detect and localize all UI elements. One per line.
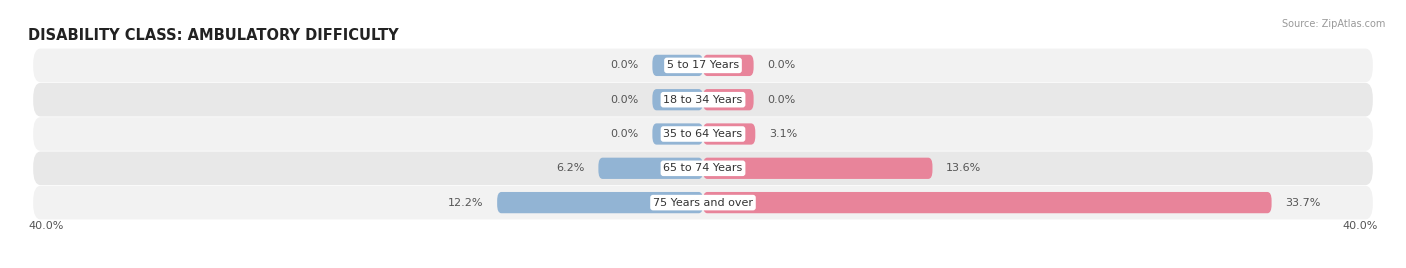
Text: 6.2%: 6.2%	[557, 163, 585, 173]
Text: 65 to 74 Years: 65 to 74 Years	[664, 163, 742, 173]
FancyBboxPatch shape	[34, 151, 1372, 185]
Text: 35 to 64 Years: 35 to 64 Years	[664, 129, 742, 139]
FancyBboxPatch shape	[34, 117, 1372, 151]
FancyBboxPatch shape	[652, 89, 703, 110]
FancyBboxPatch shape	[652, 123, 703, 145]
Text: 13.6%: 13.6%	[946, 163, 981, 173]
Text: 18 to 34 Years: 18 to 34 Years	[664, 95, 742, 105]
Text: 0.0%: 0.0%	[610, 60, 638, 70]
Text: 75 Years and over: 75 Years and over	[652, 198, 754, 208]
Text: 3.1%: 3.1%	[769, 129, 797, 139]
Text: 0.0%: 0.0%	[768, 60, 796, 70]
Text: Source: ZipAtlas.com: Source: ZipAtlas.com	[1281, 19, 1385, 29]
FancyBboxPatch shape	[498, 192, 703, 213]
FancyBboxPatch shape	[34, 49, 1372, 82]
FancyBboxPatch shape	[652, 55, 703, 76]
Text: 33.7%: 33.7%	[1285, 198, 1320, 208]
Text: 40.0%: 40.0%	[1343, 221, 1378, 232]
Text: 0.0%: 0.0%	[610, 129, 638, 139]
FancyBboxPatch shape	[703, 123, 755, 145]
FancyBboxPatch shape	[703, 158, 932, 179]
FancyBboxPatch shape	[703, 89, 754, 110]
FancyBboxPatch shape	[703, 55, 754, 76]
FancyBboxPatch shape	[34, 186, 1372, 219]
Text: 40.0%: 40.0%	[28, 221, 63, 232]
FancyBboxPatch shape	[34, 83, 1372, 117]
Text: 0.0%: 0.0%	[610, 95, 638, 105]
Text: DISABILITY CLASS: AMBULATORY DIFFICULTY: DISABILITY CLASS: AMBULATORY DIFFICULTY	[28, 28, 399, 43]
Text: 12.2%: 12.2%	[449, 198, 484, 208]
FancyBboxPatch shape	[703, 192, 1271, 213]
Text: 5 to 17 Years: 5 to 17 Years	[666, 60, 740, 70]
Text: 0.0%: 0.0%	[768, 95, 796, 105]
FancyBboxPatch shape	[599, 158, 703, 179]
